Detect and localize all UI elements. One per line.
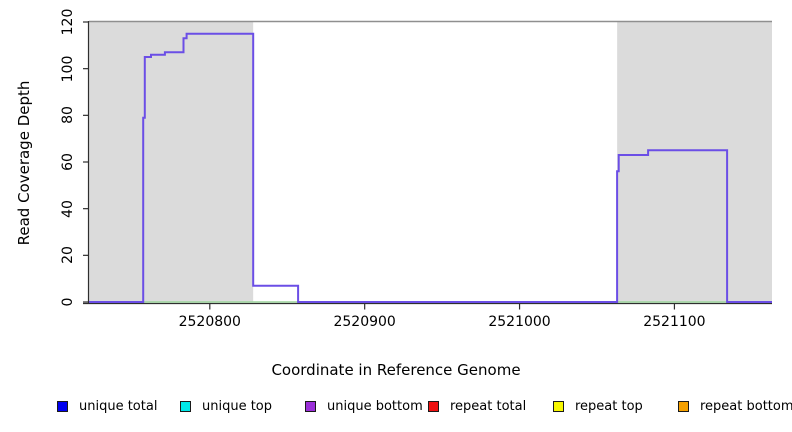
y-tick-label-120: 120 xyxy=(60,8,76,36)
legend-swatch-unique-top xyxy=(180,401,191,412)
legend-label-repeat-top: repeat top xyxy=(575,399,643,414)
y-tick-label-100: 100 xyxy=(60,55,76,83)
x-axis-title: Coordinate in Reference Genome xyxy=(271,361,521,379)
legend-item-unique-total: unique total xyxy=(57,399,157,414)
legend-swatch-unique-total xyxy=(57,401,68,412)
series-unique-bottom xyxy=(89,32,772,303)
shaded-region-1 xyxy=(617,21,772,303)
legend-label-unique-top: unique top xyxy=(202,399,273,414)
x-tick-label-2521100: 2521100 xyxy=(643,314,706,330)
legend-label-unique-total: unique total xyxy=(79,399,158,414)
legend-swatch-repeat-top xyxy=(553,401,564,412)
legend-swatch-repeat-total xyxy=(428,401,439,412)
legend-item-repeat-bottom: repeat bottom xyxy=(678,399,792,414)
x-tick-label-2521000: 2521000 xyxy=(488,314,551,330)
y-axis-title: Read Coverage Depth xyxy=(15,80,33,246)
y-tick-label-60: 60 xyxy=(60,153,76,171)
legend-swatch-repeat-bottom xyxy=(678,401,689,412)
y-tick-label-80: 80 xyxy=(60,106,76,125)
y-tick-label-20: 20 xyxy=(60,246,76,265)
x-tick-label-2520900: 2520900 xyxy=(333,314,396,330)
legend-label-repeat-total: repeat total xyxy=(450,399,527,414)
y-tick-label-40: 40 xyxy=(60,199,76,218)
legend-label-repeat-bottom: repeat bottom xyxy=(700,399,792,414)
legend-item-unique-bottom: unique bottom xyxy=(305,399,423,414)
legend-swatch-unique-bottom xyxy=(305,401,316,412)
x-tick-label-2520800: 2520800 xyxy=(178,314,241,330)
legend-item-unique-top: unique top xyxy=(180,399,272,414)
legend-item-repeat-total: repeat total xyxy=(428,399,526,414)
shaded-region-0 xyxy=(89,21,254,303)
legend-item-repeat-top: repeat top xyxy=(553,399,643,414)
y-tick-label-0: 0 xyxy=(60,297,76,307)
legend-label-unique-bottom: unique bottom xyxy=(327,399,423,414)
